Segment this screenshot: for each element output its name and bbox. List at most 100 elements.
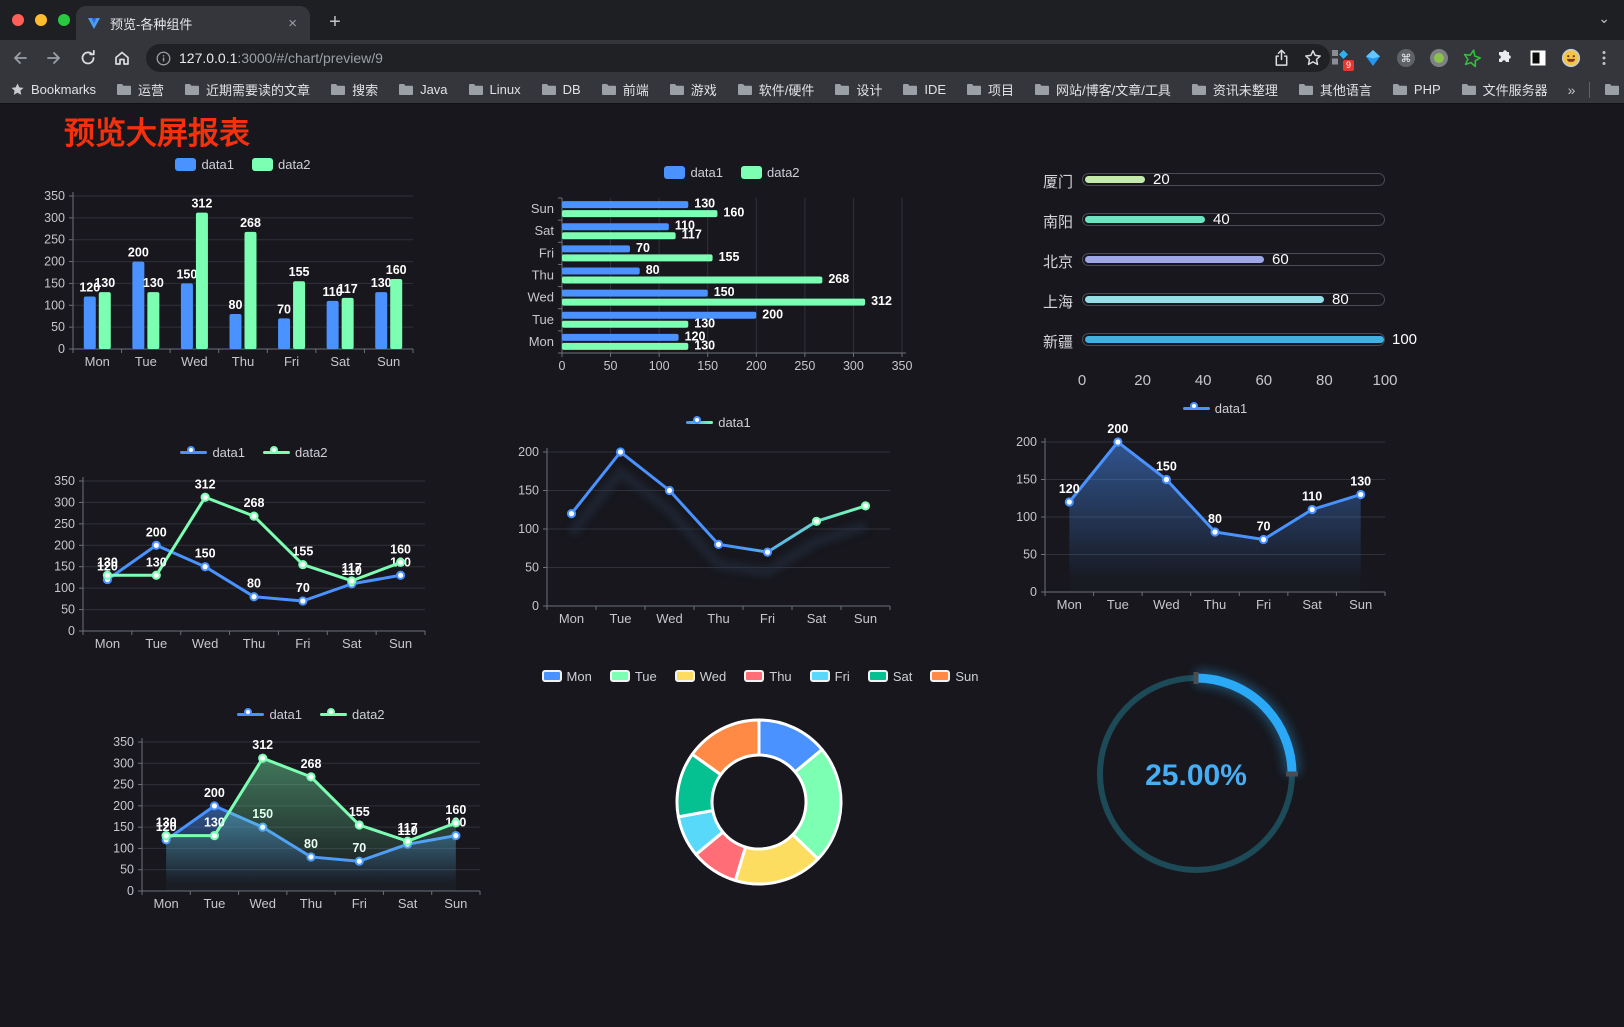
ext-command-icon[interactable]: ⌘ bbox=[1396, 48, 1416, 68]
legend-item-data1[interactable]: data1 bbox=[1182, 400, 1248, 416]
bookmark-folder[interactable]: PHP bbox=[1392, 82, 1441, 97]
legend-item-data1[interactable]: data1 bbox=[175, 157, 234, 172]
svg-text:110: 110 bbox=[1302, 490, 1322, 504]
svg-text:150: 150 bbox=[54, 560, 75, 574]
other-bookmarks[interactable]: 其他书签 bbox=[1604, 80, 1624, 99]
url-bar[interactable]: 127.0.0.1:3000/#/chart/preview/9 bbox=[146, 44, 1330, 72]
progress-value: 40 bbox=[1213, 211, 1230, 228]
browser-tab[interactable]: 预览-各种组件 × bbox=[76, 6, 310, 40]
browser-menu-icon[interactable] bbox=[1594, 48, 1614, 68]
legend-item-data1[interactable]: data1 bbox=[237, 707, 302, 722]
bookmark-folder[interactable]: 软件/硬件 bbox=[737, 80, 814, 99]
legend-label: data1 bbox=[1214, 400, 1248, 416]
svg-text:Sat: Sat bbox=[807, 611, 827, 626]
bookmark-folder[interactable]: Java bbox=[398, 82, 448, 97]
ext-proxy-icon[interactable]: 9 bbox=[1330, 48, 1354, 71]
new-tab-button[interactable]: + bbox=[329, 11, 341, 33]
bookmark-folder[interactable]: 前端 bbox=[601, 80, 649, 99]
url-text[interactable]: 127.0.0.1:3000/#/chart/preview/9 bbox=[179, 50, 383, 66]
svg-text:100: 100 bbox=[518, 522, 539, 536]
gauge-canvas: 25.00% bbox=[1097, 670, 1300, 873]
folder-icon bbox=[117, 84, 132, 95]
legend-item-Tue[interactable]: Tue bbox=[609, 669, 657, 684]
share-icon[interactable] bbox=[1273, 49, 1290, 67]
page-title: 预览大屏报表 bbox=[64, 116, 250, 151]
window-zoom-button[interactable] bbox=[58, 14, 70, 26]
legend-item-Mon[interactable]: Mon bbox=[541, 668, 592, 684]
bookmark-folder[interactable]: 近期需要读的文章 bbox=[184, 80, 310, 99]
bookmark-folder[interactable]: 网站/博客/文章/工具 bbox=[1034, 80, 1171, 99]
svg-text:0: 0 bbox=[68, 624, 75, 638]
legend-item-Sun[interactable]: Sun bbox=[930, 669, 978, 684]
svg-text:120: 120 bbox=[79, 281, 100, 295]
legend-item-Wed[interactable]: Wed bbox=[674, 669, 726, 684]
axis-tick-label: 80 bbox=[1316, 372, 1333, 389]
bookmark-folder[interactable]: IDE bbox=[902, 82, 946, 97]
legend-item-Thu[interactable]: Thu bbox=[744, 669, 792, 684]
donut-slice-Sun[interactable] bbox=[690, 718, 761, 777]
bookmark-folder[interactable]: 搜索 bbox=[330, 80, 378, 99]
svg-text:200: 200 bbox=[1107, 422, 1128, 436]
progress-label: 厦门 bbox=[1042, 174, 1073, 191]
legend-label: data2 bbox=[278, 156, 311, 172]
browser-toolbar: 127.0.0.1:3000/#/chart/preview/9 9 bbox=[0, 40, 1624, 76]
bookmark-folder[interactable]: 文件服务器 bbox=[1461, 80, 1548, 99]
svg-text:⌘: ⌘ bbox=[1401, 53, 1412, 65]
chart-legend: data1 bbox=[547, 414, 890, 430]
bookmark-folder[interactable]: 运营 bbox=[116, 80, 164, 99]
profile-avatar[interactable] bbox=[1561, 48, 1581, 68]
window-minimize-button[interactable] bbox=[35, 14, 47, 26]
progress-label: 南阳 bbox=[1042, 214, 1073, 231]
legend-item-Fri[interactable]: Fri bbox=[809, 669, 850, 684]
bookmark-folder[interactable]: DB bbox=[541, 82, 581, 97]
legend-item-data2[interactable]: data2 bbox=[320, 707, 385, 722]
svg-text:Fri: Fri bbox=[352, 896, 367, 911]
legend-label: Mon bbox=[566, 668, 592, 684]
svg-text:80: 80 bbox=[1208, 512, 1222, 526]
window-close-button[interactable] bbox=[12, 14, 24, 26]
bookmark-folder-label: 前端 bbox=[622, 83, 649, 98]
legend-item-data1[interactable]: data1 bbox=[180, 445, 245, 460]
legend-item-data1[interactable]: data1 bbox=[686, 415, 751, 430]
legend-label: Sun bbox=[955, 668, 979, 684]
bookmark-folder[interactable]: 游戏 bbox=[669, 80, 717, 99]
bookmark-folder-label: DB bbox=[562, 82, 581, 97]
ext-contrast-icon[interactable] bbox=[1528, 48, 1548, 68]
svg-text:150: 150 bbox=[44, 276, 65, 290]
bookmark-folder[interactable]: 设计 bbox=[834, 80, 882, 99]
bookmark-folder[interactable]: 其他语言 bbox=[1298, 80, 1372, 99]
svg-text:312: 312 bbox=[191, 197, 212, 211]
chevron-down-icon[interactable]: ⌄ bbox=[1598, 10, 1610, 26]
forward-button[interactable] bbox=[40, 44, 68, 72]
legend-item-Sat[interactable]: Sat bbox=[867, 669, 912, 684]
bookmarks-manager[interactable]: Bookmarks bbox=[10, 82, 96, 97]
legend-item-data2[interactable]: data2 bbox=[263, 445, 328, 460]
bookmarks-overflow-chevron[interactable]: » bbox=[1567, 81, 1576, 98]
ext-green-star-icon[interactable] bbox=[1462, 48, 1482, 68]
back-button[interactable] bbox=[6, 44, 34, 72]
reload-button[interactable] bbox=[74, 44, 102, 72]
bookmark-star-icon[interactable] bbox=[1304, 49, 1322, 67]
legend-item-data2[interactable]: data2 bbox=[741, 165, 800, 180]
svg-text:155: 155 bbox=[289, 265, 310, 279]
bookmark-folder[interactable]: 资讯未整理 bbox=[1191, 80, 1278, 99]
progress-value: 60 bbox=[1272, 251, 1289, 268]
legend-marker bbox=[741, 165, 762, 179]
info-icon[interactable] bbox=[156, 51, 171, 66]
bookmark-folder[interactable]: 项目 bbox=[966, 80, 1014, 99]
ext-green-dot-icon[interactable] bbox=[1429, 48, 1449, 68]
area-dual-canvas: 0 50 100 150 200 250 300 350 Mon Tue Wed Thu Fri Sat S… bbox=[113, 735, 481, 911]
legend-marker bbox=[686, 415, 714, 429]
gauge-value-label: 25.00% bbox=[1145, 759, 1247, 792]
bookmark-folder[interactable]: Linux bbox=[468, 82, 521, 97]
legend-item-data1[interactable]: data1 bbox=[664, 165, 723, 180]
svg-text:100: 100 bbox=[113, 841, 134, 855]
tab-close-icon[interactable]: × bbox=[288, 14, 297, 32]
ext-kite-icon[interactable] bbox=[1363, 48, 1383, 68]
extensions-puzzle-icon[interactable] bbox=[1495, 48, 1515, 68]
home-button[interactable] bbox=[108, 44, 136, 72]
svg-text:Sun: Sun bbox=[531, 201, 554, 216]
bookmark-folder-label: 设计 bbox=[856, 83, 883, 98]
legend-label: data2 bbox=[352, 706, 385, 722]
legend-item-data2[interactable]: data2 bbox=[252, 157, 311, 172]
